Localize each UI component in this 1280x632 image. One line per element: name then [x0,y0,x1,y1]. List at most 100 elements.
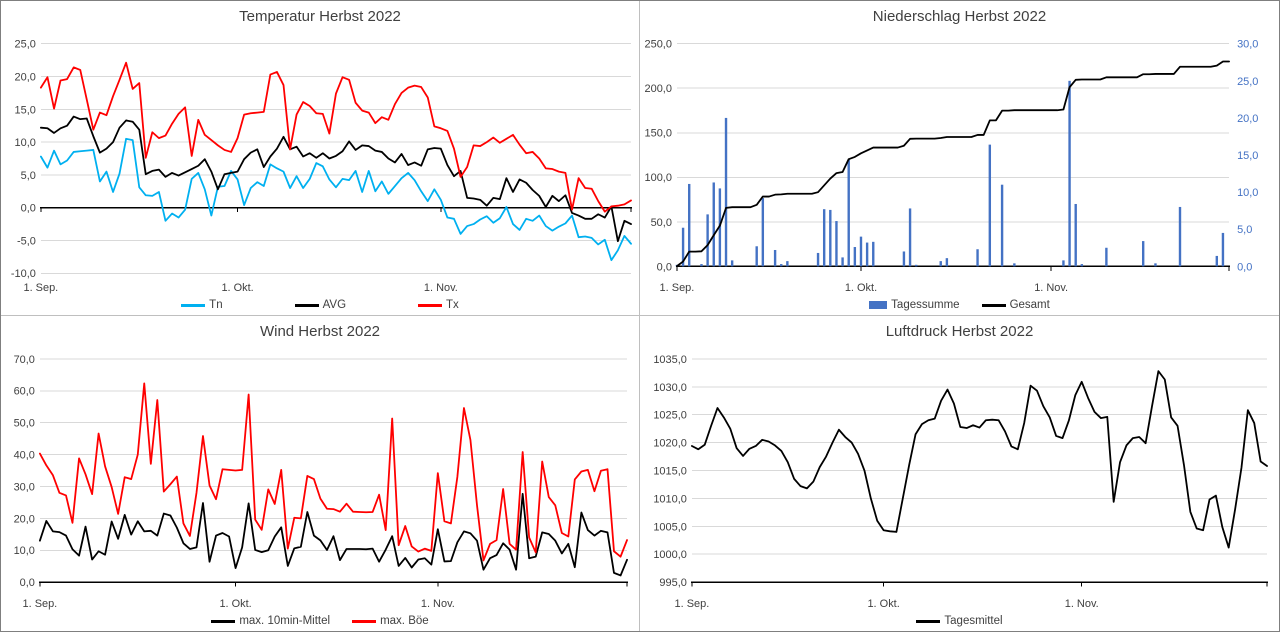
precipitation-y2-tick-label: 0,0 [1237,261,1252,273]
legend-label: AVG [322,299,347,311]
temperature-chart-panel: Temperatur Herbst 2022 25,0 20,0 15,0 10,0 5… [1,1,640,316]
precipitation-bar [1074,203,1077,267]
wind-x-tick-label: 1. Okt. [219,598,251,610]
pressure-y-tick-label: 1015,0 [653,466,687,478]
legend-line-swatch [211,619,236,623]
precipitation-bar [822,209,826,267]
precipitation-bar [872,241,875,267]
chart-title: Wind Herbst 2022 [259,323,381,340]
temperature-x-tick-label: 1. Sep. [24,282,59,294]
precipitation-y-tick-label: 100,0 [645,172,672,184]
precipitation-legend: Tagessumme Gesamt [640,299,1279,311]
wind-y-tick-label: 40,0 [14,450,35,462]
precipitation-y2-tick-label: 15,0 [1237,150,1258,162]
wind-y-tick-label: 10,0 [14,545,35,557]
precipitation-bar [988,144,992,267]
legend-line-swatch [181,303,206,307]
precipitation-bar [835,221,838,267]
wind-chart-panel: Wind Herbst 2022 70,0 60,0 50,0 40,0 30,0 20,… [1,316,640,631]
temperature-y-tick-label: 25,0 [15,39,36,51]
wind-series-max-10min-mittel [38,492,628,577]
precipitation-bar [1215,255,1219,267]
precipitation-bar [816,252,820,267]
precipitation-y2-tick-label: 25,0 [1237,76,1258,88]
precipitation-bar [915,264,918,267]
temperature-plot: 25,0 20,0 15,0 10,0 5,0 0,0 -5,0 -10,0 1. Sep. 1.… [11,39,633,294]
precipitation-bar [1062,260,1065,267]
pressure-series-tagesmittel [691,370,1268,549]
wind-y-tick-label: 60,0 [14,386,35,398]
precipitation-bar [859,236,863,267]
precipitation-y2-tick-label: 10,0 [1237,187,1258,199]
chart-title: Niederschlag Herbst 2022 [872,8,1047,25]
legend-item-tagesmittel: Tagesmittel [916,615,1003,627]
precipitation-bar [853,247,857,267]
precipitation-bar [1141,241,1145,267]
precipitation-bar [755,246,758,267]
legend-label: max. Böe [380,615,429,627]
precipitation-bar [1013,263,1016,267]
legend-line-swatch [916,619,941,623]
legend-item-tx: Tx [418,299,459,311]
wind-y-tick-label: 20,0 [14,513,35,525]
legend-item-max-b-e: max. Böe [352,615,429,627]
wind-x-tick-label: 1. Sep. [23,598,58,610]
pressure-legend: Tagesmittel [640,615,1279,627]
precipitation-y2-tick-label: 20,0 [1237,113,1258,125]
precipitation-bar [700,264,703,267]
pressure-y-tick-label: 1035,0 [653,354,687,366]
pressure-y-tick-label: 1020,0 [653,438,687,450]
pressure-x-tick-label: 1. Sep. [675,598,710,610]
precipitation-bar [939,261,942,267]
precipitation-y-tick-label: 150,0 [645,128,672,140]
pressure-chart-panel: Luftdruck Herbst 2022 1035,0 1030,0 1025,0… [640,316,1279,631]
pressure-y-tick-label: 1005,0 [653,521,687,533]
legend-line-swatch [352,619,377,623]
legend-label: Tagessumme [891,299,960,311]
wind-y-tick-label: 70,0 [14,354,35,366]
precipitation-chart-panel: Niederschlag Herbst 2022 250,0 200,0 150,0… [640,1,1279,316]
precipitation-bar [847,159,850,267]
precipitation-bar [730,260,734,267]
wind-plot: 70,0 60,0 50,0 40,0 30,0 20,0 10,0 0,0 1. Sep. 1.… [14,354,629,610]
temperature-y-tick-label: 10,0 [15,137,36,149]
precipitation-series-gesamt [676,60,1230,268]
precipitation-bar [1068,80,1071,267]
pressure-y-tick-label: 1010,0 [653,493,687,505]
pressure-y-tick-label: 1025,0 [653,410,687,422]
precipitation-bar [1000,184,1004,267]
chart-title: Luftdruck Herbst 2022 [885,323,1034,340]
temperature-y-tick-label: 20,0 [15,72,36,84]
precipitation-x-tick-label: 1. Okt. [845,282,877,294]
temperature-y-tick-label: -5,0 [17,235,36,247]
precipitation-bar [681,227,685,267]
legend-label: Tx [446,299,459,311]
chart-title: Temperatur Herbst 2022 [239,8,401,25]
temperature-x-tick-label: 1. Okt. [221,282,253,294]
legend-item-tn: Tn [181,299,223,311]
precipitation-y-tick-label: 0,0 [657,261,672,273]
temperature-series-tx [39,61,632,213]
precipitation-bar [761,198,765,267]
legend-line-swatch [418,303,443,307]
legend-line-swatch [294,303,319,307]
legend-item-avg: AVG [294,299,347,311]
pressure-x-tick-label: 1. Nov. [1065,598,1099,610]
legend-item-tagessumme: Tagessumme [869,299,960,311]
legend-item-gesamt: Gesamt [981,299,1050,311]
legend-bar-swatch [869,301,888,309]
wind-y-tick-label: 50,0 [14,418,35,430]
precipitation-bar [1221,232,1225,267]
temperature-legend: Tn AVG Tx [1,299,639,311]
precipitation-plot: 250,0 200,0 150,0 100,0 50,0 0,0 30,0 25,0 20,0 1… [645,39,1259,294]
precipitation-y-tick-label: 50,0 [651,217,672,229]
precipitation-bar [1154,263,1157,267]
precipitation-bar [724,117,728,267]
pressure-y-tick-label: 1030,0 [653,382,687,394]
pressure-x-tick-label: 1. Okt. [867,598,899,610]
temperature-y-tick-label: -10,0 [11,268,36,280]
precipitation-bar [841,257,844,267]
pressure-plot: 1035,0 1030,0 1025,0 1020,0 1015,0 1010,0 1005… [653,354,1269,610]
precipitation-bar [908,208,912,267]
precipitation-x-tick-label: 1. Sep. [660,282,695,294]
